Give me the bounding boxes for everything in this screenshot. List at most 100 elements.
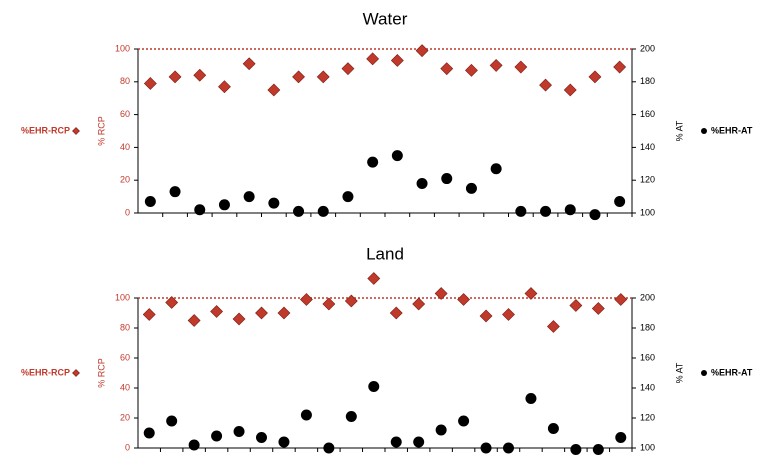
legend-marker bbox=[72, 369, 80, 377]
y-tick-label: 60 bbox=[120, 109, 130, 119]
at-point bbox=[435, 424, 447, 436]
rcp-point bbox=[514, 60, 528, 74]
legend-label: %EHR-RCP bbox=[21, 125, 70, 135]
y2-tick-label: 140 bbox=[640, 382, 655, 392]
at-point bbox=[589, 209, 601, 221]
y-tick-label: 60 bbox=[120, 352, 130, 362]
rcp-point bbox=[255, 306, 268, 320]
rcp-point bbox=[588, 70, 602, 84]
at-point bbox=[515, 205, 527, 217]
legend-marker bbox=[701, 370, 707, 376]
rcp-point bbox=[569, 299, 583, 312]
y-tick-label: 100 bbox=[115, 292, 130, 302]
rcp-point bbox=[322, 297, 336, 311]
rcp-point bbox=[193, 68, 207, 82]
at-point bbox=[614, 196, 626, 208]
rcp-point bbox=[218, 80, 231, 94]
y-tick-label: 100 bbox=[115, 43, 130, 53]
rcp-point bbox=[546, 320, 560, 333]
rcp-point bbox=[316, 70, 330, 84]
at-point bbox=[143, 427, 155, 439]
y-tick-label: 20 bbox=[120, 412, 130, 422]
at-point bbox=[166, 415, 178, 427]
legend-label: %EHR-RCP bbox=[21, 367, 70, 377]
at-point bbox=[256, 432, 267, 443]
y2-tick-label: 200 bbox=[640, 43, 655, 53]
legend-marker bbox=[72, 127, 80, 135]
chart-title: Water bbox=[363, 9, 408, 28]
y2-tick-label: 200 bbox=[640, 292, 655, 302]
rcp-point bbox=[389, 306, 403, 320]
rcp-point bbox=[613, 60, 627, 74]
rcp-point bbox=[465, 63, 478, 77]
y-tick-label: 80 bbox=[120, 322, 130, 332]
y-tick-label: 20 bbox=[120, 175, 130, 185]
at-point bbox=[188, 439, 200, 451]
rcp-point bbox=[267, 83, 281, 97]
rcp-point bbox=[210, 305, 224, 318]
at-point bbox=[268, 197, 280, 209]
rcp-point bbox=[292, 70, 305, 84]
at-point bbox=[547, 423, 559, 434]
at-point bbox=[144, 196, 156, 208]
at-point bbox=[391, 150, 403, 162]
at-point bbox=[169, 186, 181, 198]
rcp-point bbox=[415, 44, 429, 58]
at-point bbox=[278, 436, 290, 448]
rcp-point bbox=[299, 293, 313, 306]
rcp-point bbox=[457, 293, 471, 306]
at-point bbox=[465, 182, 477, 194]
y-tick-label: 0 bbox=[125, 207, 130, 217]
at-point bbox=[540, 205, 552, 217]
at-point bbox=[211, 430, 223, 442]
rcp-point bbox=[591, 302, 605, 315]
y2-tick-label: 100 bbox=[640, 207, 655, 217]
legend-label: %EHR-AT bbox=[711, 125, 753, 135]
at-point bbox=[615, 432, 627, 443]
at-point bbox=[525, 393, 537, 404]
at-point bbox=[345, 411, 357, 422]
rcp-point bbox=[277, 306, 291, 320]
legend-marker bbox=[701, 128, 707, 134]
y2-tick-label: 180 bbox=[640, 76, 655, 86]
at-point bbox=[317, 205, 329, 217]
at-point bbox=[490, 163, 502, 175]
at-point bbox=[413, 436, 425, 448]
rcp-point bbox=[489, 58, 503, 72]
y2-axis-label: % AT bbox=[674, 362, 684, 383]
at-point bbox=[390, 436, 402, 448]
rcp-point bbox=[366, 52, 380, 66]
rcp-point bbox=[168, 70, 182, 84]
at-point bbox=[480, 442, 492, 454]
at-point bbox=[564, 204, 576, 216]
at-point bbox=[293, 205, 305, 217]
rcp-point bbox=[563, 83, 577, 97]
rcp-point bbox=[412, 297, 426, 311]
at-point bbox=[416, 177, 428, 189]
y2-tick-label: 100 bbox=[640, 442, 655, 452]
rcp-point bbox=[341, 62, 355, 76]
at-point bbox=[458, 415, 470, 427]
rcp-point bbox=[344, 294, 358, 308]
y-tick-label: 0 bbox=[125, 442, 130, 452]
rcp-point bbox=[502, 308, 515, 321]
at-point bbox=[441, 173, 453, 185]
y2-tick-label: 160 bbox=[640, 352, 655, 362]
at-point bbox=[503, 442, 514, 454]
y2-tick-label: 120 bbox=[640, 412, 655, 422]
y-axis-label: % RCP bbox=[96, 358, 106, 388]
rcp-point bbox=[232, 312, 246, 326]
y2-tick-label: 140 bbox=[640, 142, 655, 152]
rcp-point bbox=[242, 57, 256, 71]
at-point bbox=[218, 199, 230, 211]
y-tick-label: 40 bbox=[120, 142, 130, 152]
rcp-point bbox=[187, 314, 201, 327]
rcp-point bbox=[390, 54, 404, 67]
y-axis-label: % RCP bbox=[96, 116, 106, 146]
rcp-point bbox=[367, 272, 381, 285]
y2-tick-label: 180 bbox=[640, 322, 655, 332]
at-point bbox=[243, 191, 255, 203]
y-tick-label: 80 bbox=[120, 76, 130, 86]
y2-axis-label: % AT bbox=[674, 120, 684, 141]
